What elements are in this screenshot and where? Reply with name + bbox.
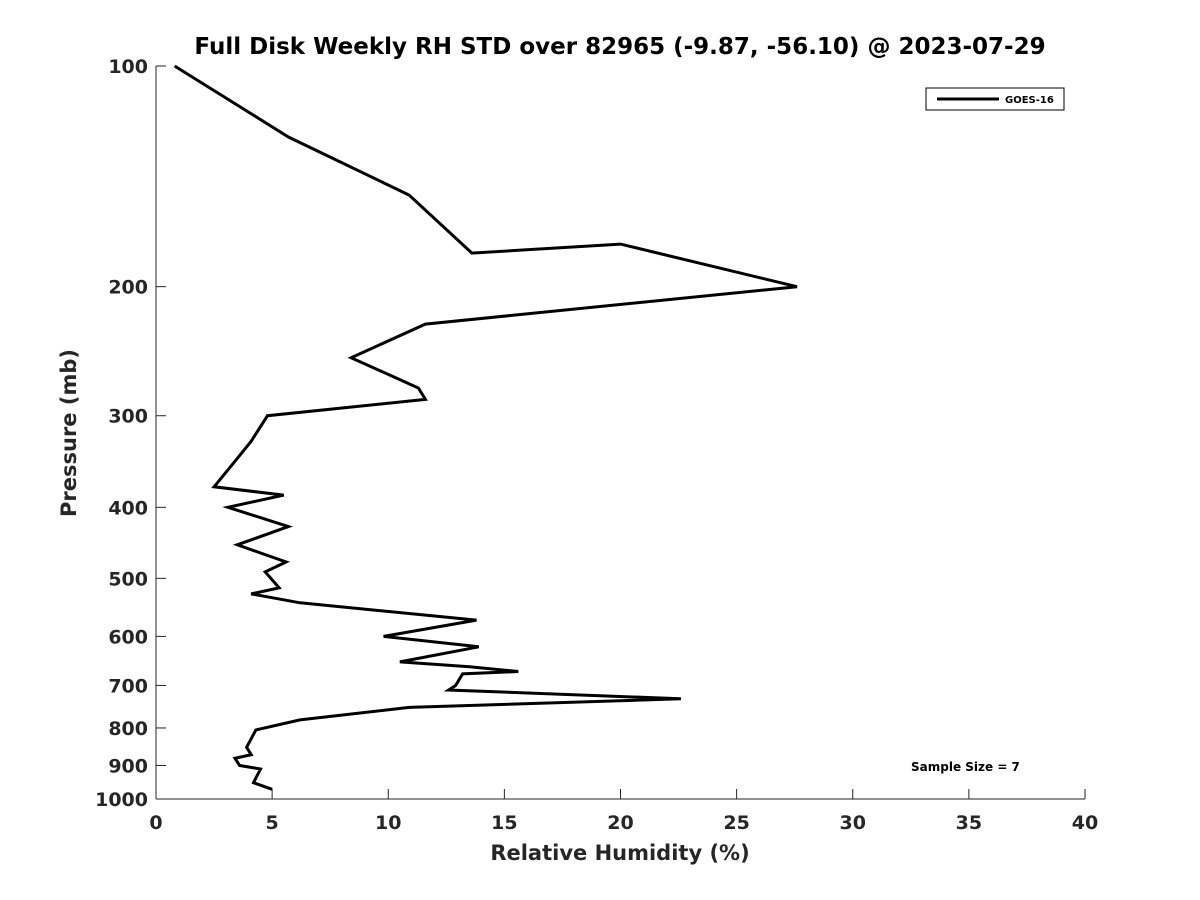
legend-label-goes-16: GOES-16 [1005, 95, 1054, 106]
x-tick-label-25: 25 [723, 812, 749, 834]
y-tick-label-400: 400 [108, 497, 148, 519]
y-tick-label-200: 200 [108, 277, 148, 299]
y-tick-label-900: 900 [108, 755, 148, 777]
x-axis-label: Relative Humidity (%) [490, 841, 749, 865]
y-tick-label-700: 700 [108, 675, 148, 697]
chart-title: Full Disk Weekly RH STD over 82965 (-9.8… [194, 34, 1045, 60]
y-tick-label-600: 600 [108, 626, 148, 648]
x-tick-label-0: 0 [149, 812, 162, 834]
x-tick-label-35: 35 [956, 812, 982, 834]
y-tick-label-1000: 1000 [95, 789, 148, 811]
y-tick-label-800: 800 [108, 718, 148, 740]
y-tick-label-300: 300 [108, 406, 148, 428]
x-tick-label-10: 10 [375, 812, 401, 834]
x-tick-label-15: 15 [491, 812, 517, 834]
series-layer [173, 64, 798, 791]
y-axis-label: Pressure (mb) [57, 349, 81, 517]
x-axis: 0 5 10 15 20 25 30 35 40 [149, 789, 1098, 834]
series-line-goes-16 [173, 64, 798, 791]
legend: GOES-16 [925, 87, 1065, 111]
x-tick-label-5: 5 [266, 812, 279, 834]
x-tick-label-20: 20 [607, 812, 633, 834]
x-tick-label-40: 40 [1072, 812, 1098, 834]
y-tick-label-500: 500 [108, 568, 148, 590]
y-axis: 100 200 300 400 500 600 700 800 900 1000 [95, 56, 166, 811]
x-tick-label-30: 30 [840, 812, 866, 834]
y-tick-label-100: 100 [108, 56, 148, 78]
sample-size-annotation: Sample Size = 7 [911, 760, 1020, 774]
